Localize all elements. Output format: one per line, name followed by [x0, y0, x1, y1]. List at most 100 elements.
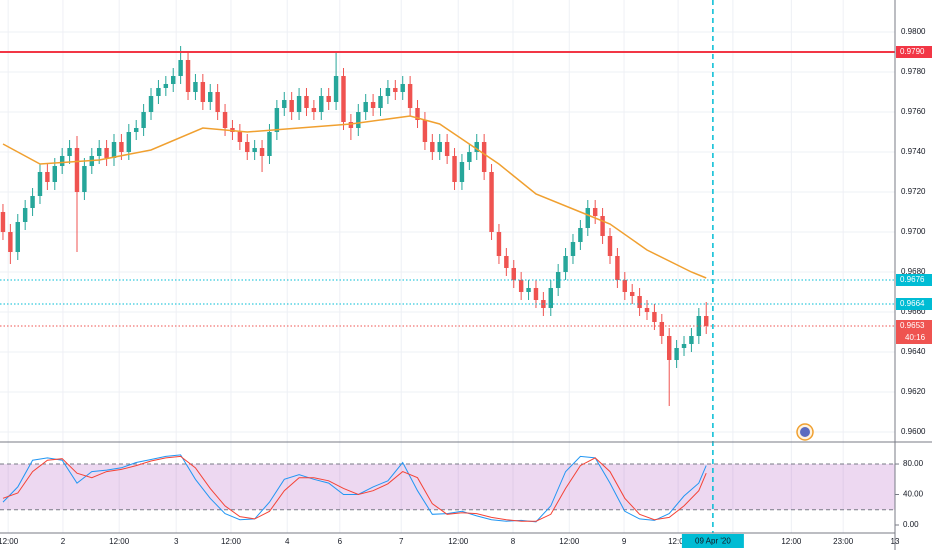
candle-body — [200, 82, 206, 102]
stoch-line — [2, 455, 707, 522]
candle-body — [171, 76, 176, 84]
y-tick-label: 0.9660 — [901, 307, 926, 316]
x-tick-label: 9 — [622, 537, 627, 546]
candle-body — [393, 88, 398, 92]
candle-body — [474, 142, 479, 152]
candle-body — [467, 152, 472, 162]
candle-body — [104, 148, 109, 158]
x-tick-label: 13 — [891, 537, 900, 546]
candle-body — [481, 142, 487, 172]
candle-body — [59, 156, 65, 166]
price-label: 0.9676 — [900, 275, 925, 284]
candle-body — [430, 142, 435, 152]
candle-body — [370, 102, 376, 108]
price-label: 0.9664 — [900, 299, 925, 308]
candle-body — [563, 256, 568, 272]
stoch-band — [0, 464, 895, 510]
candle-body — [400, 84, 405, 92]
candle-body — [245, 142, 250, 152]
candle-body — [363, 102, 368, 112]
candle-body — [148, 96, 154, 112]
candle-body — [437, 142, 442, 152]
candle-body — [378, 96, 383, 108]
candle-body — [141, 112, 146, 128]
x-tick-label: 2 — [61, 537, 66, 546]
candle-body — [15, 222, 20, 252]
candle-body — [111, 142, 117, 158]
candle-body — [585, 208, 591, 228]
y-tick-label: 80.00 — [903, 459, 924, 468]
candle-body — [652, 312, 657, 322]
marks — [0, 0, 895, 533]
candle-body — [356, 112, 361, 128]
price-label: 0.9790 — [900, 47, 925, 56]
y-tick-label: 40.00 — [903, 490, 924, 499]
candle-body — [452, 156, 457, 182]
candle-body — [511, 268, 516, 280]
candle-body — [222, 112, 228, 128]
candle-body — [600, 216, 605, 236]
x-tick-label: 23:00 — [833, 537, 854, 546]
candle-body — [533, 288, 539, 300]
candle-body — [659, 322, 665, 336]
x-tick-label: 12:00 — [109, 537, 130, 546]
candle-body — [52, 166, 58, 182]
event-icon-core[interactable] — [800, 427, 810, 437]
candle-body — [45, 172, 50, 182]
price-label-box — [896, 274, 932, 286]
labels: 12:00212:00312:0046712:00812:00912:0019:… — [0, 27, 932, 548]
candle-body — [119, 142, 124, 152]
candle-body — [504, 256, 509, 268]
candle-body — [422, 120, 428, 142]
candle-body — [304, 96, 309, 108]
price-label-box — [896, 320, 932, 344]
candle-body — [333, 76, 339, 102]
y-tick-label: 0.9720 — [901, 187, 926, 196]
y-tick-label: 0.9760 — [901, 107, 926, 116]
y-tick-label: 0.9620 — [901, 387, 926, 396]
candle-body — [37, 172, 43, 196]
countdown: 40:16 — [905, 333, 926, 342]
candle-body — [704, 316, 709, 326]
price-label: 0.9653 — [900, 321, 925, 330]
candle-body — [163, 84, 169, 88]
y-tick-label: 0.9800 — [901, 27, 926, 36]
candle-body — [74, 148, 80, 192]
candle-body — [156, 88, 161, 96]
candle-body — [615, 256, 620, 280]
candle-body — [489, 172, 494, 232]
y-tick-label: 0.00 — [903, 520, 919, 529]
candle-body — [126, 132, 132, 152]
crosshair-label-box — [681, 534, 744, 548]
y-tick-label: 0.9680 — [901, 267, 926, 276]
candle-body — [348, 122, 354, 128]
y-tick-label: 0.9600 — [901, 427, 926, 436]
candle-body — [681, 344, 687, 348]
candle-body — [415, 108, 420, 120]
crosshair-label: 09 Apr '20 — [695, 537, 731, 546]
candle-body — [67, 148, 72, 156]
candle-body — [607, 236, 613, 256]
candle-body — [674, 348, 679, 360]
candle-body — [637, 296, 642, 308]
candle-body — [555, 272, 561, 288]
candle-body — [526, 288, 531, 292]
x-tick-label: 3 — [174, 537, 179, 546]
candle-body — [629, 292, 635, 296]
candle-body — [696, 316, 702, 336]
x-tick-label: 12:00 — [0, 537, 19, 546]
candle-body — [444, 142, 450, 156]
moving-average — [2, 115, 707, 279]
x-tick-label: 4 — [285, 537, 290, 546]
price-label-box — [896, 46, 932, 58]
candle-body — [82, 166, 87, 192]
candle-body — [193, 82, 198, 92]
candle-body — [341, 76, 346, 122]
x-tick-label: 12:00 — [221, 537, 242, 546]
event-icon[interactable] — [796, 423, 814, 441]
x-tick-label: 12:00 — [781, 537, 802, 546]
y-tick-label: 0.9700 — [901, 227, 926, 236]
candle-body — [644, 308, 650, 312]
candle-body — [311, 108, 317, 112]
candle-body — [215, 92, 220, 112]
